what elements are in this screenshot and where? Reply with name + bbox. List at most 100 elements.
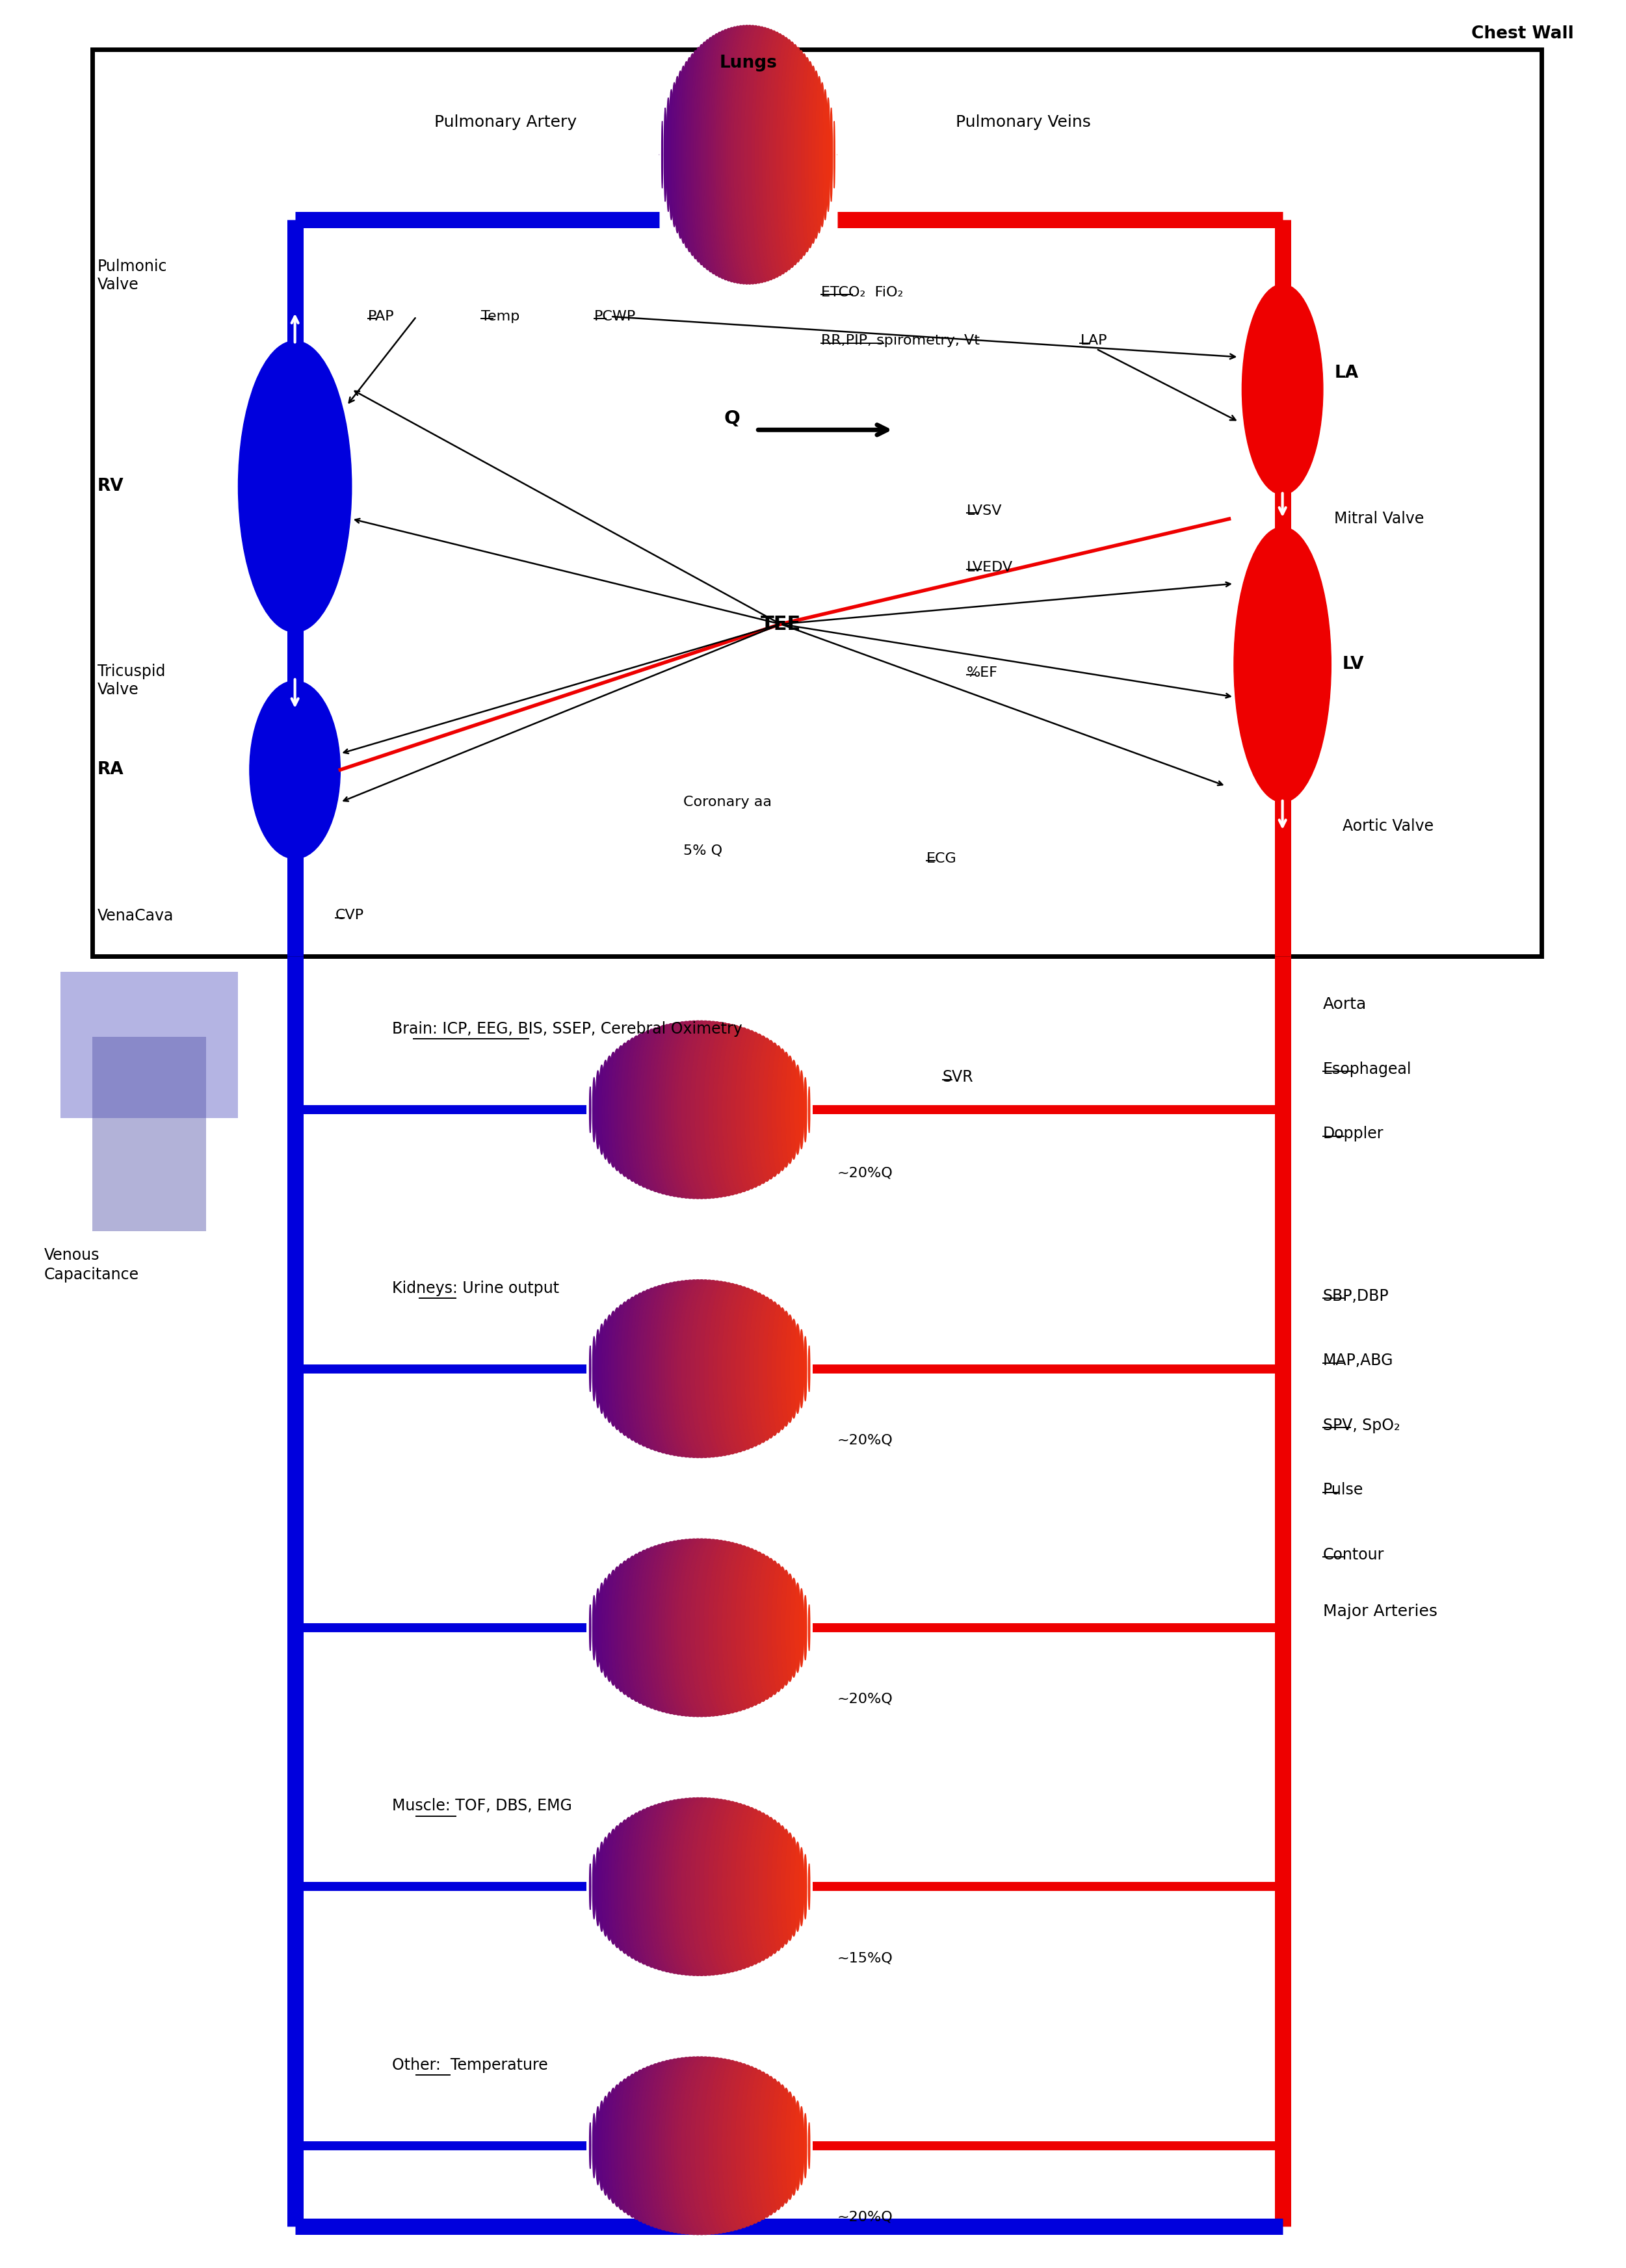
Ellipse shape [823, 88, 828, 220]
Ellipse shape [655, 2059, 686, 2232]
Text: SVR: SVR [943, 1070, 974, 1084]
Text: LA: LA [1335, 365, 1358, 381]
Ellipse shape [691, 1021, 728, 1198]
Ellipse shape [642, 1547, 668, 1710]
Ellipse shape [646, 1027, 673, 1193]
Text: Esophageal: Esophageal [1324, 1061, 1411, 1077]
Ellipse shape [634, 1810, 654, 1964]
Ellipse shape [820, 82, 824, 227]
Ellipse shape [795, 2100, 800, 2191]
Ellipse shape [772, 1823, 785, 1950]
Ellipse shape [769, 34, 790, 277]
Ellipse shape [691, 2057, 728, 2234]
Ellipse shape [672, 1540, 709, 1717]
Ellipse shape [639, 1288, 663, 1449]
Ellipse shape [602, 1059, 610, 1159]
Text: Lungs: Lungs [719, 54, 777, 70]
Ellipse shape [592, 1594, 595, 1660]
Ellipse shape [662, 1281, 696, 1456]
Ellipse shape [754, 1812, 772, 1960]
Ellipse shape [704, 1799, 738, 1973]
Ellipse shape [678, 1021, 719, 1200]
Text: LAP: LAP [1080, 333, 1107, 347]
Ellipse shape [665, 1281, 699, 1456]
Ellipse shape [709, 1801, 740, 1973]
Ellipse shape [681, 1279, 722, 1458]
Ellipse shape [691, 48, 706, 263]
Ellipse shape [745, 1290, 766, 1447]
Text: Q: Q [724, 411, 740, 429]
Ellipse shape [745, 1549, 766, 1706]
Ellipse shape [717, 1542, 746, 1712]
Ellipse shape [615, 1304, 628, 1433]
Ellipse shape [694, 45, 709, 265]
Ellipse shape [720, 27, 748, 284]
Ellipse shape [694, 1021, 732, 1198]
Text: PCWP: PCWP [595, 311, 636, 322]
Ellipse shape [699, 1540, 735, 1715]
Ellipse shape [717, 1025, 746, 1195]
Ellipse shape [634, 2068, 654, 2223]
Text: Kidneys: Urine output: Kidneys: Urine output [392, 1279, 559, 1295]
Ellipse shape [709, 2059, 740, 2232]
Ellipse shape [745, 1032, 766, 1186]
Ellipse shape [709, 32, 730, 277]
Ellipse shape [681, 1799, 722, 1975]
Ellipse shape [727, 1286, 753, 1452]
Ellipse shape [595, 1848, 600, 1926]
Ellipse shape [790, 1837, 797, 1937]
Ellipse shape [805, 61, 815, 247]
Ellipse shape [763, 32, 785, 279]
Ellipse shape [717, 1801, 746, 1971]
Ellipse shape [732, 1027, 756, 1191]
Ellipse shape [714, 1284, 743, 1454]
Ellipse shape [652, 1284, 681, 1454]
Ellipse shape [750, 2071, 769, 2220]
Ellipse shape [727, 2062, 753, 2229]
Ellipse shape [691, 1279, 728, 1458]
Ellipse shape [732, 1286, 756, 1452]
Ellipse shape [800, 1329, 803, 1408]
Ellipse shape [732, 1547, 756, 1710]
Ellipse shape [681, 1021, 722, 1200]
Ellipse shape [646, 1286, 673, 1452]
Ellipse shape [624, 1814, 641, 1957]
Ellipse shape [740, 1290, 763, 1447]
Ellipse shape [790, 2096, 797, 2195]
Ellipse shape [704, 2059, 738, 2234]
Ellipse shape [704, 1023, 738, 1198]
Ellipse shape [722, 2062, 750, 2229]
Ellipse shape [694, 1540, 732, 1717]
Ellipse shape [754, 1036, 772, 1184]
Text: VenaCava: VenaCava [98, 907, 174, 923]
Text: ECG: ECG [927, 853, 956, 866]
Ellipse shape [675, 1279, 714, 1458]
Ellipse shape [751, 27, 777, 281]
Ellipse shape [642, 2064, 668, 2227]
Ellipse shape [732, 2064, 756, 2227]
Ellipse shape [621, 1817, 636, 1955]
Ellipse shape [655, 1284, 686, 1454]
Ellipse shape [672, 1021, 709, 1198]
Ellipse shape [624, 1556, 641, 1699]
Ellipse shape [678, 1799, 719, 1975]
Text: Major Arteries: Major Arteries [1324, 1603, 1437, 1619]
Ellipse shape [758, 1297, 776, 1440]
Ellipse shape [808, 66, 818, 243]
Ellipse shape [639, 1547, 663, 1708]
Ellipse shape [642, 1286, 668, 1452]
Ellipse shape [649, 1284, 676, 1454]
Ellipse shape [767, 1302, 782, 1436]
Ellipse shape [715, 29, 741, 281]
Ellipse shape [631, 1034, 650, 1186]
Ellipse shape [709, 1281, 740, 1456]
Ellipse shape [678, 2057, 719, 2234]
Ellipse shape [652, 2059, 681, 2232]
Ellipse shape [672, 1279, 709, 1458]
Ellipse shape [785, 1574, 793, 1681]
Ellipse shape [737, 1805, 759, 1966]
Ellipse shape [780, 1052, 790, 1168]
Ellipse shape [628, 1295, 646, 1442]
Ellipse shape [646, 1803, 673, 1971]
Ellipse shape [740, 1030, 763, 1188]
